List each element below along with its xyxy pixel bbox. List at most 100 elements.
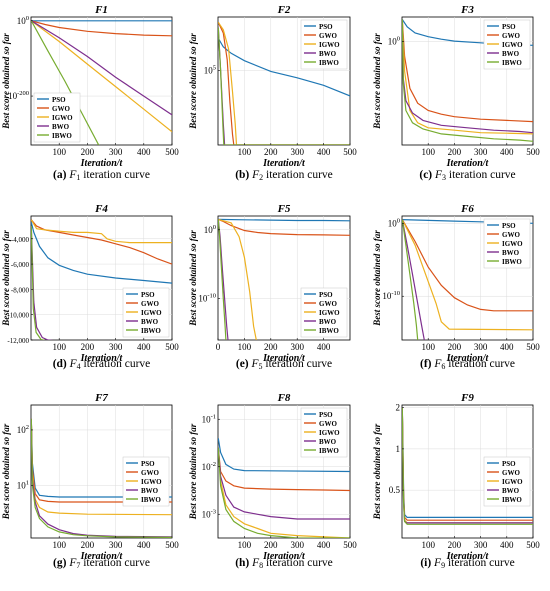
legend-label-pso: PSO [319,411,333,419]
x-tick-label: 400 [137,342,151,352]
series-line-igwo [218,218,257,340]
legend-label-gwo: GWO [319,420,337,428]
y-tick-label: 100 [388,217,400,228]
x-tick-label: 300 [474,342,488,352]
x-axis-label: Iteration/t [80,158,124,169]
legend-label-pso: PSO [141,291,155,299]
y-tick-label: 10-1 [202,413,216,424]
legend-label-gwo: GWO [502,32,520,40]
legend-label-gwo: GWO [319,300,337,308]
x-axis-label: Iteration/t [446,551,490,562]
legend-label-igwo: IGWO [141,478,162,486]
legend-label-igwo: IGWO [502,41,523,49]
legend-label-ibwo: IBWO [319,327,339,335]
chart-title: F5 [277,203,291,215]
y-tick-label: 10-10 [198,293,216,304]
series-line-gwo [402,19,533,123]
y-axis-label: Best score obtained so far [188,423,198,520]
series-group [402,219,533,340]
series-line-ibwo [218,447,350,538]
legend-label-igwo: IGWO [319,309,340,317]
x-axis-label: Iteration/t [446,353,490,364]
x-tick-label: 200 [448,540,462,550]
series-line-bwo [402,19,533,134]
legend-label-pso: PSO [141,460,155,468]
series-line-gwo [218,218,350,236]
y-tick-label: 10-10 [382,290,400,301]
x-tick-label: 300 [474,540,488,550]
chart-title: F3 [460,4,474,16]
y-tick-label: 101 [17,479,29,490]
chart-title: F9 [460,392,474,404]
chart-caption: (f) F6 iteration curve [420,358,515,371]
chart-f3: 100 200 300 400 500 100 F3 Iteration/t Best scor… [372,4,540,182]
x-tick-label: 200 [448,342,462,352]
y-axis-label: Best score obtained so far [1,33,11,130]
y-axis-label: Best score obtained so far [1,230,11,327]
series-line-igwo [31,219,172,244]
x-tick-label: 100 [238,147,252,157]
y-axis-label: Best score obtained so far [1,423,11,520]
chart-f2: 100 200 300 400 500 105 F2 Iteration/t Best scor… [188,4,357,182]
x-tick-label: 300 [109,540,123,550]
series-line-pso [31,222,172,284]
legend-label-bwo: BWO [52,123,70,131]
series-line-ibwo [402,19,533,142]
legend-label-igwo: IGWO [319,429,340,437]
chart-f9: 100 200 300 400 500 2 1 0.5 F9 Iteration/t Best sc… [372,392,540,570]
x-tick-label: 300 [109,342,123,352]
x-axis-label: Iteration/t [262,353,306,364]
x-axis-label: Iteration/t [262,158,306,169]
chart-caption: (c) F3 iteration curve [419,169,515,182]
y-axis-label: Best score obtained so far [188,230,198,327]
chart-title: F4 [94,203,108,215]
series-line-ibwo [31,418,172,538]
legend-label-gwo: GWO [52,105,70,113]
chart-f1: 100 200 300 400 500 100 10-200 F1 Iteration/t Bes… [1,4,179,182]
legend-label-ibwo: IBWO [319,447,339,455]
y-tick-label: 100 [204,224,216,235]
x-tick-label: 400 [500,147,514,157]
series-line-gwo [218,22,350,145]
y-tick-label: -6,000 [11,261,30,269]
x-tick-label: 500 [526,147,540,157]
legend-label-bwo: BWO [319,438,337,446]
x-tick-label: 400 [317,342,331,352]
series-line-pso [218,218,350,222]
series-line-gwo [218,447,350,492]
series-line-pso [218,37,350,97]
x-axis-label: Iteration/t [80,551,124,562]
x-tick-label: 500 [165,342,179,352]
y-tick-label: 10-3 [202,508,216,519]
series-line-gwo [402,219,533,312]
legend-label-bwo: BWO [319,318,337,326]
series-line-ibwo [402,219,419,340]
x-tick-label: 500 [526,540,540,550]
x-tick-label: 100 [52,540,66,550]
legend-label-igwo: IGWO [319,41,340,49]
legend-label-pso: PSO [502,222,516,230]
x-tick-label: 200 [81,147,95,157]
legend-label-ibwo: IBWO [502,258,522,266]
series-line-bwo [31,20,172,116]
series-line-ibwo [31,20,100,145]
x-tick-label: 100 [52,147,66,157]
series-line-igwo [218,21,350,145]
y-tick-label: 100 [388,36,400,47]
series-group [218,21,350,145]
x-tick-label: 0 [216,342,221,352]
legend-label-pso: PSO [502,460,516,468]
x-tick-label: 500 [343,147,357,157]
x-tick-label: 400 [137,540,151,550]
chart-caption: (h) F8 iteration curve [235,557,333,570]
series-line-bwo [31,226,54,340]
x-tick-label: 500 [165,540,179,550]
legend-label-bwo: BWO [502,50,520,58]
legend-label-bwo: BWO [502,249,520,257]
